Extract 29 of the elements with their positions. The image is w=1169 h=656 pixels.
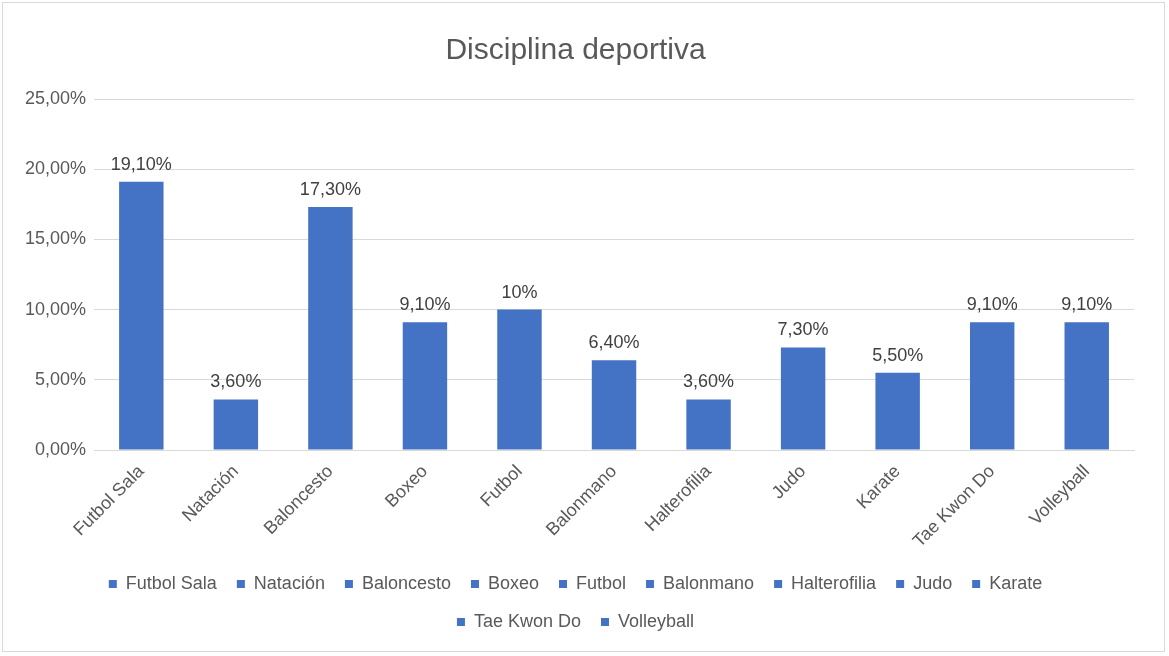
data-label: 3,60%	[210, 371, 262, 392]
data-label: 5,50%	[872, 344, 924, 365]
data-label: 17,30%	[299, 179, 361, 200]
data-label: 9,10%	[1061, 294, 1113, 315]
data-label: 9,10%	[399, 294, 451, 315]
legend-label: Balonmano	[663, 572, 755, 593]
legend-label: Tae Kwon Do	[473, 610, 582, 631]
y-tick-label: 25,00%	[24, 87, 87, 108]
legend-label: Karate	[989, 572, 1043, 593]
y-tick-label: 5,00%	[35, 368, 87, 389]
legend-label: Judo	[913, 572, 953, 593]
legend-label: Natación	[253, 572, 325, 593]
legend-label: Futbol	[576, 572, 627, 593]
legend-label: Volleyball	[618, 610, 695, 631]
data-label: 3,60%	[683, 371, 735, 392]
y-tick-label: 10,00%	[24, 298, 87, 319]
data-label: 9,10%	[966, 294, 1018, 315]
y-tick-label: 15,00%	[24, 228, 87, 249]
y-tick-label: 20,00%	[24, 158, 87, 179]
chart-title: Disciplina deportiva	[445, 32, 706, 66]
data-label: 7,30%	[777, 319, 829, 340]
legend-label: Halterofilia	[791, 572, 878, 593]
data-label: 19,10%	[110, 153, 172, 174]
y-tick-label: 0,00%	[35, 438, 87, 459]
data-label: 6,40%	[588, 332, 640, 353]
legend-label: Baloncesto	[361, 572, 451, 593]
legend-label: Boxeo	[487, 572, 540, 593]
legend-label: Futbol Sala	[125, 572, 218, 593]
data-label: 10%	[501, 281, 538, 302]
